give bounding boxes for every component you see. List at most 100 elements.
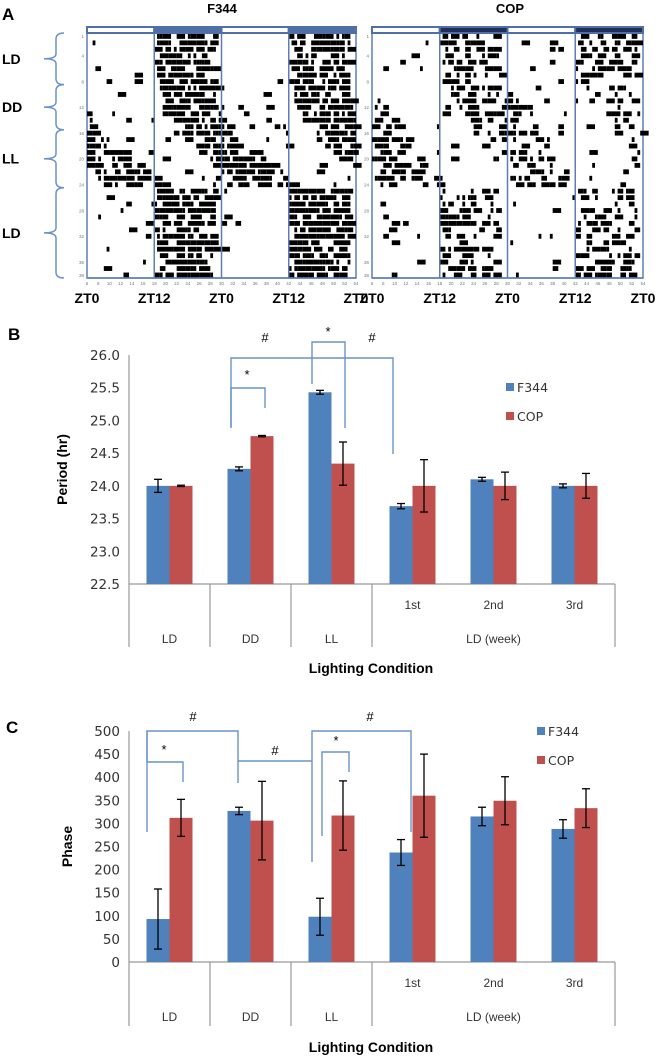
x-group-label: DD — [242, 632, 260, 646]
activity-bin — [634, 59, 638, 65]
activity-bin — [165, 98, 174, 104]
activity-bin — [580, 46, 587, 52]
activity-bin — [227, 143, 230, 149]
activity-bin — [628, 272, 638, 278]
activity-bin — [305, 66, 309, 72]
activity-bin — [196, 259, 200, 265]
activity-bin — [620, 182, 627, 188]
activity-bin — [154, 208, 158, 213]
activity-bin — [336, 40, 340, 46]
activity-bin — [487, 214, 491, 220]
activity-bin — [561, 175, 570, 181]
activity-bin — [530, 130, 539, 136]
activity-bin — [322, 46, 331, 52]
activity-bin — [221, 104, 225, 110]
activity-bin — [400, 143, 406, 149]
day-tick-label: 12 — [364, 105, 370, 110]
activity-bin — [600, 220, 610, 226]
activity-bin — [459, 240, 468, 246]
activity-bin — [288, 182, 292, 188]
activity-bin — [380, 137, 389, 143]
activity-bin — [336, 34, 340, 39]
activity-bin — [165, 272, 174, 278]
activity-bin — [106, 195, 116, 201]
activity-bin — [151, 117, 155, 123]
activity-bin — [319, 40, 328, 46]
activity-bin — [549, 162, 553, 168]
activity-bin — [347, 111, 356, 117]
activity-bin — [204, 240, 211, 246]
activity-bin — [589, 98, 596, 104]
activity-bin — [288, 220, 295, 226]
activity-bin — [521, 143, 531, 149]
activity-bin — [442, 227, 449, 233]
activity-bin — [459, 246, 468, 252]
activity-bin — [238, 104, 244, 110]
activity-bin — [246, 169, 256, 175]
activity-bin — [462, 253, 468, 259]
activity-bin — [476, 46, 485, 52]
activity-bin — [173, 220, 183, 226]
hour-tick-label: 24 — [471, 281, 477, 286]
activity-bin — [451, 92, 454, 97]
activity-bin — [603, 227, 610, 233]
activity-bin — [388, 182, 398, 188]
activity-bin — [535, 137, 545, 143]
activity-bin — [496, 208, 502, 213]
hour-tick-label: 32 — [230, 281, 236, 286]
hour-tick-label: 52 — [342, 281, 348, 286]
activity-bin — [291, 201, 300, 207]
activity-bin — [316, 46, 323, 52]
activity-bin — [493, 34, 502, 39]
activity-bin — [210, 66, 214, 72]
activity-bin — [442, 59, 446, 65]
activity-bin — [204, 98, 208, 104]
activity-bin — [552, 259, 562, 265]
activity-bin — [297, 246, 300, 252]
activity-bin — [263, 175, 270, 181]
activity-bin — [510, 104, 519, 110]
activity-bin — [350, 143, 354, 149]
activity-bin — [193, 98, 202, 104]
condition-brace — [43, 186, 65, 279]
activity-bin — [176, 59, 183, 65]
activity-bin — [473, 246, 480, 252]
light-phase-bar — [506, 26, 577, 34]
activity-bin — [299, 40, 306, 46]
activity-bin — [159, 40, 169, 46]
activity-bin — [213, 92, 216, 97]
activity-bin — [305, 53, 309, 59]
hour-tick-label: 30 — [505, 281, 511, 286]
activity-bin — [383, 66, 389, 72]
activity-bin — [316, 188, 326, 194]
activity-bin — [179, 98, 186, 104]
bar-cop — [169, 817, 193, 962]
activity-bin — [171, 59, 177, 65]
activity-bin — [137, 182, 144, 188]
activity-bin — [344, 150, 348, 155]
activity-bin — [159, 240, 169, 246]
condition-brace — [43, 128, 65, 189]
activity-bin — [115, 150, 124, 155]
activity-bin — [341, 220, 348, 226]
activity-bin — [609, 253, 612, 259]
activity-bin — [210, 104, 214, 110]
x-sublabel: 1st — [404, 976, 421, 990]
activity-bin — [325, 233, 334, 239]
activity-bin — [238, 182, 244, 188]
activity-bin — [179, 272, 188, 278]
activity-bin — [168, 233, 174, 239]
activity-bin — [333, 201, 340, 207]
activity-bin — [380, 201, 387, 207]
activity-bin — [215, 130, 219, 136]
activity-bin — [319, 72, 328, 78]
activity-bin — [380, 169, 387, 175]
activity-bin — [302, 66, 306, 72]
activity-bin — [196, 34, 205, 39]
activity-bin — [288, 188, 292, 194]
zt-label: ZT12 — [138, 290, 171, 306]
activity-bin — [154, 175, 163, 181]
activity-bin — [173, 246, 180, 252]
activity-bin — [493, 85, 502, 91]
